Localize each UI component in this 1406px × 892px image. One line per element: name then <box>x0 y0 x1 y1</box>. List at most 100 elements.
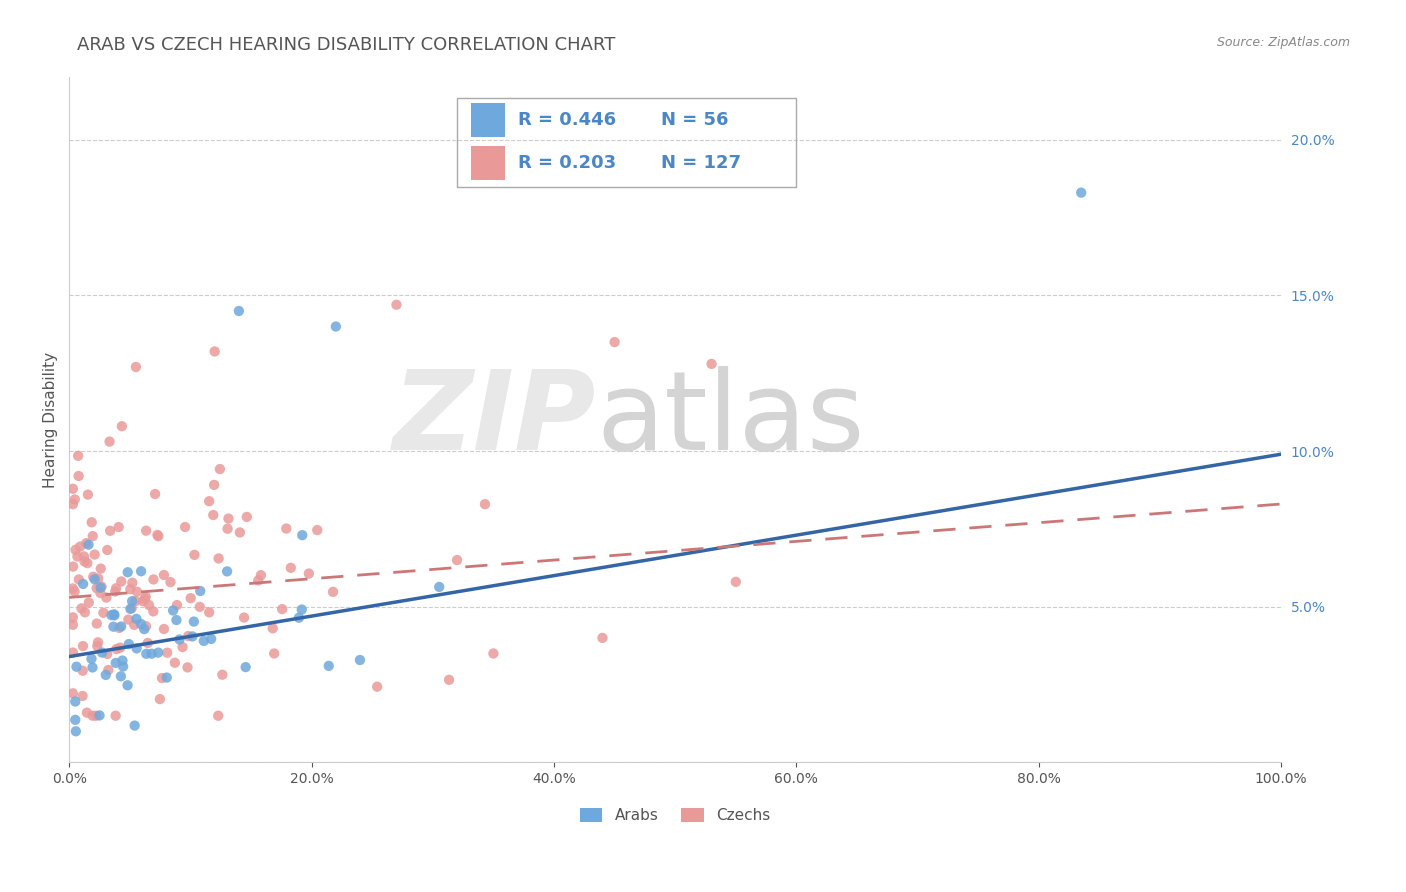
Point <box>271 602 294 616</box>
Point <box>104 708 127 723</box>
Point <box>63 584 86 599</box>
Point <box>83 572 105 586</box>
Point <box>298 566 321 581</box>
Point <box>73 549 96 564</box>
Point <box>111 654 134 668</box>
Point <box>96 647 118 661</box>
Point <box>118 637 141 651</box>
Point <box>65 713 87 727</box>
Point <box>87 635 110 649</box>
Point <box>141 647 163 661</box>
Point <box>125 584 148 599</box>
Point <box>291 528 314 542</box>
Point <box>262 621 284 635</box>
Point <box>181 629 204 643</box>
Point <box>97 663 120 677</box>
Point <box>603 335 626 350</box>
Point <box>122 618 145 632</box>
Point <box>90 580 112 594</box>
Point <box>592 631 614 645</box>
Point <box>90 581 112 595</box>
Point <box>112 659 135 673</box>
Point <box>67 469 90 483</box>
Point <box>117 678 139 692</box>
Point <box>288 611 311 625</box>
Point <box>176 660 198 674</box>
Point <box>149 692 172 706</box>
Point <box>236 509 259 524</box>
Point <box>198 494 221 508</box>
Point <box>120 582 142 597</box>
Point <box>72 639 94 653</box>
Point <box>80 652 103 666</box>
Point <box>276 522 298 536</box>
Point <box>207 551 229 566</box>
Point <box>217 522 239 536</box>
Point <box>103 620 125 634</box>
Point <box>125 641 148 656</box>
Point <box>124 594 146 608</box>
Point <box>67 449 90 463</box>
Point <box>163 656 186 670</box>
Point <box>280 561 302 575</box>
Point <box>322 585 344 599</box>
Point <box>217 511 239 525</box>
Point <box>159 575 181 590</box>
Point <box>193 634 215 648</box>
Point <box>62 610 84 624</box>
Point <box>188 599 211 614</box>
Point <box>183 615 205 629</box>
Point <box>62 617 84 632</box>
Point <box>110 669 132 683</box>
Point <box>156 646 179 660</box>
Point <box>427 580 450 594</box>
Point <box>117 566 139 580</box>
Point <box>148 646 170 660</box>
Point <box>177 629 200 643</box>
Point <box>366 680 388 694</box>
Point <box>482 647 505 661</box>
Point <box>83 548 105 562</box>
Point <box>148 529 170 543</box>
Point <box>105 642 128 657</box>
Point <box>98 524 121 538</box>
Point <box>67 573 90 587</box>
Point <box>96 543 118 558</box>
Point <box>86 616 108 631</box>
Point <box>86 639 108 653</box>
Point <box>72 664 94 678</box>
Point <box>150 671 173 685</box>
Point <box>204 344 226 359</box>
Point <box>111 419 134 434</box>
Point <box>153 568 176 582</box>
Point <box>156 671 179 685</box>
Point <box>80 516 103 530</box>
Point <box>70 601 93 615</box>
Point <box>142 573 165 587</box>
Point <box>166 598 188 612</box>
Point <box>202 508 225 522</box>
Point <box>105 581 128 595</box>
Point <box>235 660 257 674</box>
Point <box>121 575 143 590</box>
Point <box>202 478 225 492</box>
Point <box>169 632 191 647</box>
Point <box>94 668 117 682</box>
Point <box>82 570 104 584</box>
Point <box>65 724 87 739</box>
Point <box>121 594 143 608</box>
Point <box>76 556 98 570</box>
Point <box>132 594 155 608</box>
Point <box>135 524 157 538</box>
Point <box>63 492 86 507</box>
Point <box>93 606 115 620</box>
Point <box>65 542 87 557</box>
Point <box>104 584 127 599</box>
Point <box>129 564 152 578</box>
Point <box>349 653 371 667</box>
Point <box>104 656 127 670</box>
Point <box>120 602 142 616</box>
Point <box>174 520 197 534</box>
Point <box>100 608 122 623</box>
Point <box>146 528 169 542</box>
